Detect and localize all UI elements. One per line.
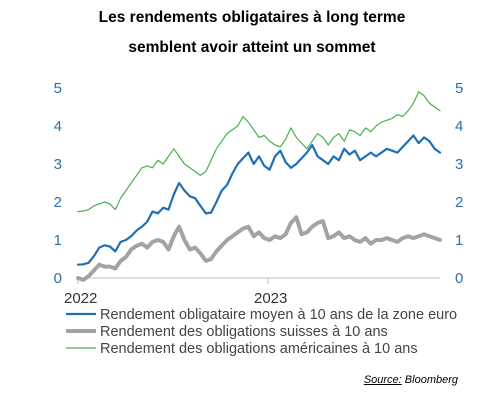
series-layer [76,91,442,282]
y-tick-right-3: 3 [455,156,463,173]
y-tick-left-5: 5 [54,80,62,97]
legend-label-us: Rendement des obligations américaines à … [100,341,418,357]
series-line-us [77,91,441,213]
x-tick-label-2022: 2022 [64,290,97,307]
legend-label-euro: Rendement obligataire moyen à 10 ans de … [100,307,457,323]
y-tick-right-0: 0 [455,270,463,287]
source-label: Source: [363,374,402,386]
legend: Rendement obligataire moyen à 10 ans de … [66,307,457,357]
chart-title-line-1: Les rendements obligataires à long terme [98,9,406,26]
y-tick-left-4: 4 [54,118,62,135]
x-tick-label-2023: 2023 [254,290,287,307]
left-y-axis: 0 1 2 3 4 5 [54,80,62,287]
source-note: Source: Bloomberg [364,374,458,386]
y-tick-left-1: 1 [54,232,62,249]
right-y-axis: 0 1 2 3 4 5 [455,80,463,287]
series-line-swiss [76,215,442,282]
y-tick-right-4: 4 [455,118,463,135]
y-tick-left-3: 3 [54,156,62,173]
y-tick-left-0: 0 [54,270,62,287]
source-name: Bloomberg [404,374,458,386]
legend-label-swiss: Rendement des obligations suisses à 10 a… [100,324,388,340]
y-tick-right-2: 2 [455,194,463,211]
y-tick-right-1: 1 [455,232,463,249]
y-tick-right-5: 5 [455,80,463,97]
series-line-euro [76,134,442,266]
chart-title-line-2: semblent avoir atteint un sommet [128,39,376,56]
y-tick-left-2: 2 [54,194,62,211]
